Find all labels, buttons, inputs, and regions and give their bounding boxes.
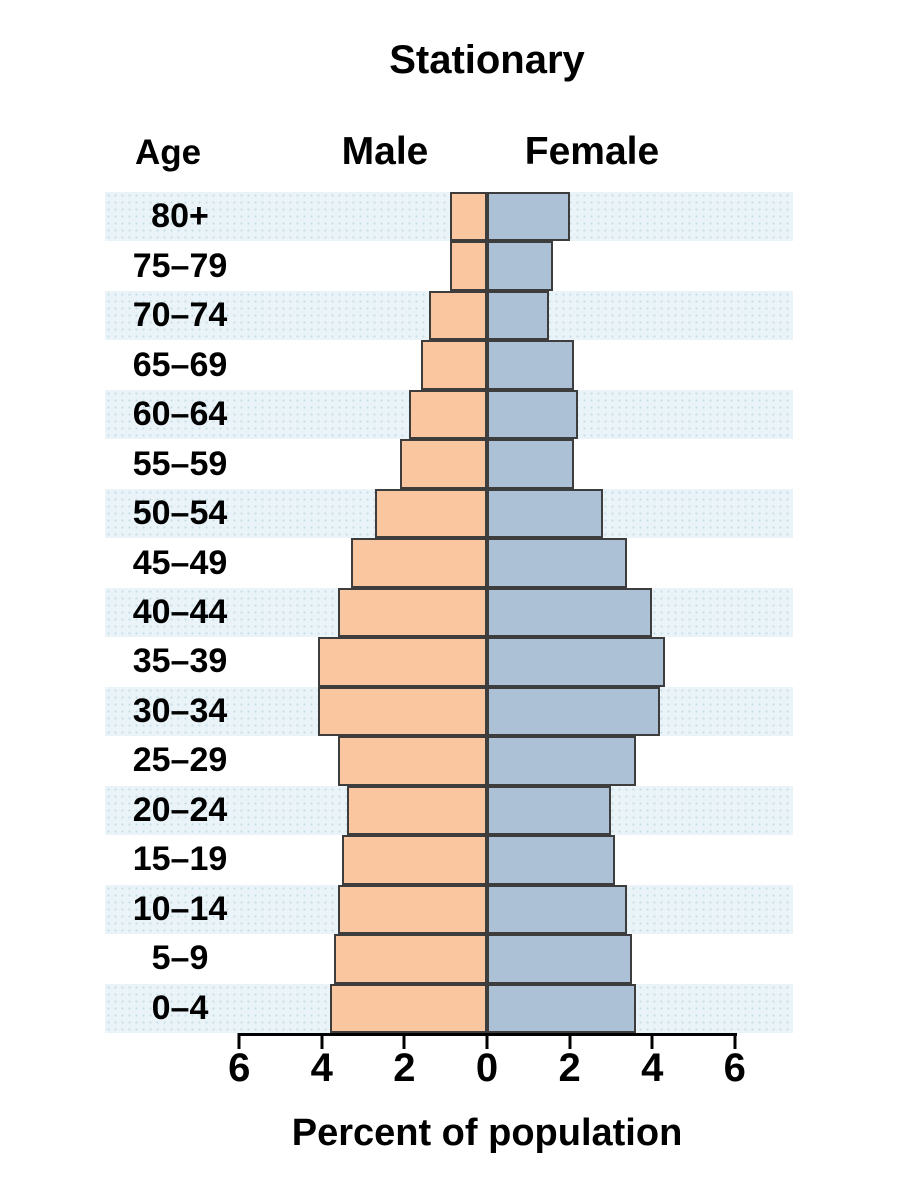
male-bar [449, 241, 487, 291]
axis-tick-label: 0 [475, 1046, 499, 1090]
age-label: 35–39 [132, 642, 228, 681]
pyramid-row: 55–59 [105, 439, 793, 489]
axis-tick [733, 1033, 737, 1049]
age-label: 40–44 [132, 592, 228, 631]
female-bar [487, 340, 574, 390]
axis-tick [485, 1033, 489, 1049]
pyramid-row: 60–64 [105, 389, 793, 440]
male-bar [342, 835, 487, 885]
age-label: 55–59 [132, 444, 228, 483]
axis-tick-label: 4 [641, 1046, 664, 1090]
age-label: 65–69 [132, 345, 228, 384]
pyramid-row: 45–49 [105, 538, 793, 588]
age-label: 30–34 [132, 691, 228, 730]
male-bar [346, 785, 487, 836]
chart-title: Stationary [389, 38, 585, 82]
female-bar [487, 439, 574, 489]
age-label: 0–4 [151, 988, 209, 1027]
axis-tick [402, 1033, 406, 1049]
pyramid-row: 10–14 [105, 884, 793, 935]
axis-tick-label: 6 [723, 1046, 746, 1090]
male-bar [338, 736, 487, 786]
age-label: 50–54 [132, 494, 228, 533]
pyramid-rows: 80+ 75–79 70–74 65–69 60–64 55–59 50–54 45–49 40… [105, 192, 793, 1033]
female-bar [487, 785, 611, 836]
pyramid-row: 70–74 [105, 290, 793, 341]
male-bar [317, 637, 487, 687]
axis-tick [237, 1033, 241, 1049]
pyramid-row: 30–34 [105, 686, 793, 737]
male-bar [338, 884, 487, 935]
pyramid-row: 15–19 [105, 835, 793, 885]
pyramid-row: 25–29 [105, 736, 793, 786]
male-bar [420, 340, 487, 390]
pyramid-row: 0–4 [105, 983, 793, 1033]
male-bar [317, 686, 487, 737]
female-bar [487, 835, 616, 885]
axis-tick-label: 4 [310, 1046, 333, 1090]
female-bar [487, 983, 636, 1033]
age-label: 20–24 [132, 790, 228, 829]
female-bar [487, 488, 603, 539]
female-bar [487, 587, 653, 638]
female-bar [487, 241, 554, 291]
male-series-header: Male [341, 130, 429, 173]
age-column-header: Age [134, 133, 202, 172]
age-label: 80+ [151, 197, 209, 236]
axis-tick [320, 1033, 324, 1049]
pyramid-row: 5–9 [105, 934, 793, 984]
female-bar [487, 884, 628, 935]
age-label: 5–9 [151, 939, 209, 978]
pyramid-row: 20–24 [105, 785, 793, 836]
male-bar [334, 934, 487, 984]
age-label: 70–74 [132, 296, 228, 335]
age-label: 15–19 [132, 840, 228, 879]
age-label: 10–14 [132, 889, 228, 928]
age-label: 75–79 [132, 246, 228, 285]
pyramid-row: 50–54 [105, 488, 793, 539]
axis-tick [568, 1033, 572, 1049]
male-bar [400, 439, 487, 489]
female-bar [487, 637, 665, 687]
axis-tick [650, 1033, 654, 1049]
pyramid-row: 75–79 [105, 241, 793, 291]
age-label: 60–64 [132, 395, 228, 434]
female-series-header: Female [524, 130, 660, 173]
male-bar [330, 983, 487, 1033]
male-bar [375, 488, 487, 539]
pyramid-row: 35–39 [105, 637, 793, 687]
female-bar [487, 736, 636, 786]
pyramid-row: 80+ [105, 192, 793, 242]
female-bar [487, 934, 632, 984]
female-bar [487, 389, 578, 440]
female-bar [487, 192, 570, 242]
male-bar [429, 290, 487, 341]
male-bar [408, 389, 487, 440]
pyramid-row: 40–44 [105, 587, 793, 638]
age-label: 25–29 [132, 741, 228, 780]
pyramid-row: 65–69 [105, 340, 793, 390]
male-bar [338, 587, 487, 638]
axis-tick-label: 2 [558, 1046, 581, 1090]
male-bar [350, 538, 487, 588]
axis-tick-label: 6 [228, 1046, 251, 1090]
axis-tick-label: 2 [393, 1046, 416, 1090]
age-label: 45–49 [132, 543, 228, 582]
x-axis-label: Percent of population [291, 1112, 683, 1154]
female-bar [487, 686, 661, 737]
female-bar [487, 290, 549, 341]
female-bar [487, 538, 628, 588]
male-bar [449, 192, 487, 242]
